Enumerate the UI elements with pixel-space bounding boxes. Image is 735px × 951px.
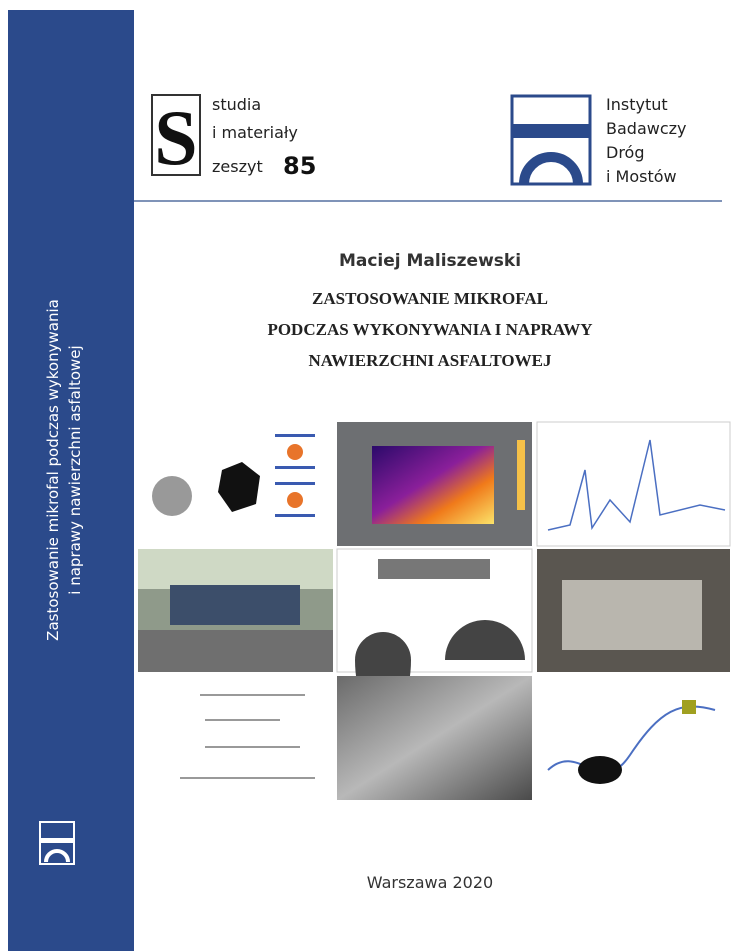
institute-text: Dróg (606, 143, 645, 162)
series-text: i materiały (212, 123, 298, 142)
spine-text: i naprawy nawierzchni asfaltowej (66, 345, 84, 594)
institute-logo (510, 94, 592, 186)
institute-text: Badawczy (606, 119, 687, 138)
title-line: ZASTOSOWANIE MIKROFAL (312, 289, 548, 308)
footer: Warszawa 2020 (367, 873, 493, 892)
title-line: NAWIERZCHNI ASFALTOWEJ (309, 351, 552, 370)
institute-text: i Mostów (606, 167, 677, 186)
spine (8, 10, 134, 951)
institute-text: Instytut (606, 95, 668, 114)
series-logo-box (151, 94, 201, 176)
author: Maciej Maliszewski (339, 251, 521, 271)
series-text: studia (212, 95, 261, 114)
series-letter: S (154, 94, 197, 181)
title-line: PODCZAS WYKONYWANIA I NAPRAWY (267, 320, 592, 339)
spine-text: Zastosowanie mikrofal podczas wykonywani… (44, 299, 62, 641)
series-number: 85 (283, 152, 316, 180)
series-text: zeszyt (212, 157, 263, 176)
spine-logo (39, 821, 75, 865)
image-grid (138, 421, 731, 800)
